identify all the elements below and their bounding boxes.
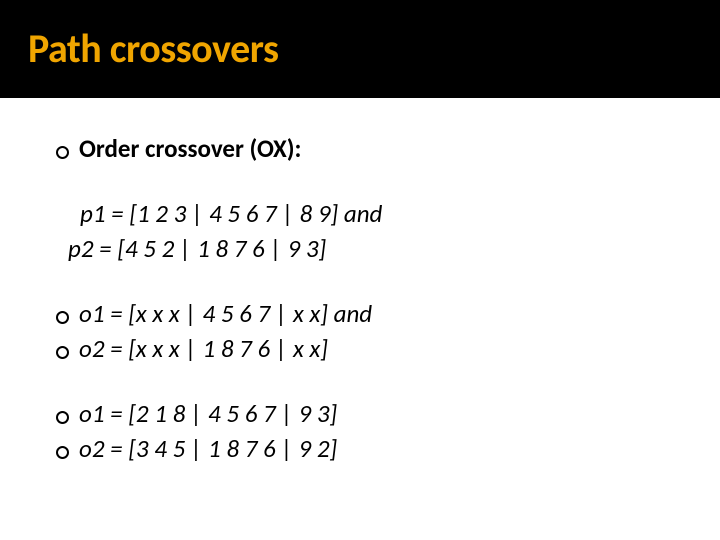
bullet-item: o2 = [x x x | 1 8 7 6 | x x] [56, 332, 680, 365]
slide-title: Path crossovers [28, 24, 278, 73]
bullet-item: Order crossover (OX): [56, 132, 680, 165]
spacer [56, 267, 680, 297]
slide: Path crossovers Order crossover (OX): p1… [0, 0, 720, 540]
bullet-marker-icon [56, 346, 69, 359]
bullet-text: o1 = [2 1 8 | 4 5 6 7 | 9 3] [79, 397, 337, 430]
spacer [56, 367, 680, 397]
indent-text: p2 = [4 5 2 | 1 8 7 6 | 9 3] [56, 232, 680, 265]
bullet-text: o2 = [x x x | 1 8 7 6 | x x] [79, 332, 328, 365]
title-bar: Path crossovers [0, 0, 720, 98]
bullet-item: o1 = [x x x | 4 5 6 7 | x x] and [56, 297, 680, 330]
bullet-item: o1 = [2 1 8 | 4 5 6 7 | 9 3] [56, 397, 680, 430]
bullet-text: Order crossover (OX): [79, 132, 301, 165]
bullet-marker-icon [56, 146, 69, 159]
bullet-marker-icon [56, 311, 69, 324]
bullet-item: o2 = [3 4 5 | 1 8 7 6 | 9 2] [56, 432, 680, 465]
indent-text: p1 = [1 2 3 | 4 5 6 7 | 8 9] and [56, 197, 680, 230]
bullet-text: o1 = [x x x | 4 5 6 7 | x x] and [79, 297, 372, 330]
bullet-marker-icon [56, 446, 69, 459]
bullet-text: o2 = [3 4 5 | 1 8 7 6 | 9 2] [79, 432, 337, 465]
slide-content: Order crossover (OX): p1 = [1 2 3 | 4 5 … [0, 98, 720, 465]
spacer [56, 167, 680, 197]
bullet-marker-icon [56, 411, 69, 424]
